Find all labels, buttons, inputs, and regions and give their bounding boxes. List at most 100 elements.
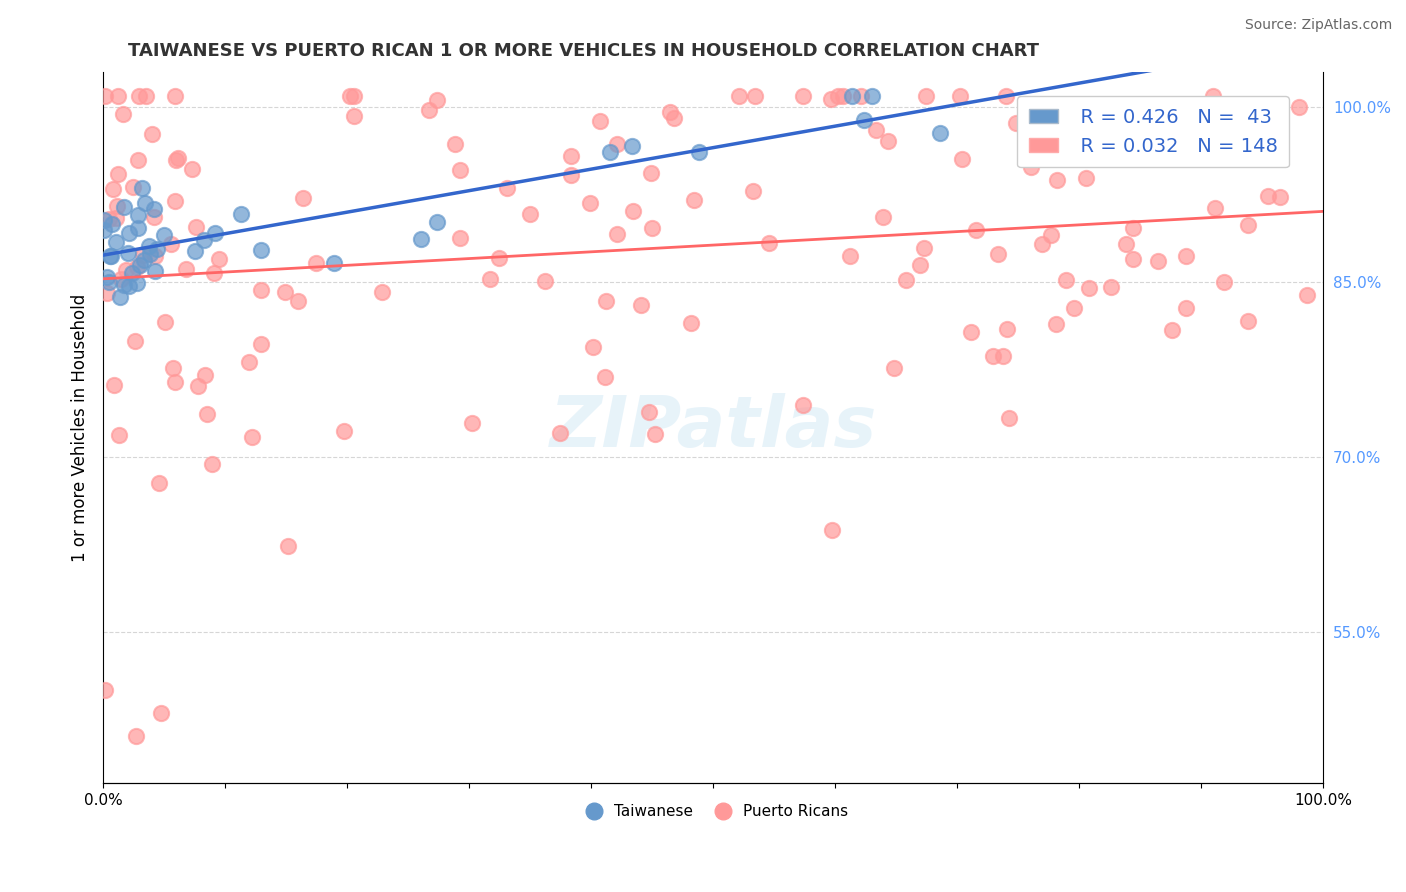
Point [274,285,297,299]
Point [160,237,183,252]
Point [115,263,138,277]
Point [995,88,1018,103]
Point [488,251,510,265]
Point [148,476,170,491]
Point [1046,172,1069,186]
Point [620,139,643,153]
Point [662,112,685,126]
Point [418,103,440,118]
Point [139,246,162,260]
Point [981,349,1004,363]
Point [865,123,887,137]
Point [1175,301,1198,316]
Point [132,248,155,262]
Point [894,273,917,287]
Point [127,153,149,167]
Point [187,378,209,392]
Point [103,378,125,392]
Point [851,88,873,103]
Point [204,227,226,241]
Point [134,253,156,268]
Point [100,249,122,263]
Point [371,285,394,300]
Point [832,88,855,103]
Text: Source: ZipAtlas.com: Source: ZipAtlas.com [1244,18,1392,32]
Point [638,405,661,419]
Point [181,162,204,177]
Point [1063,301,1085,315]
Point [174,262,197,277]
Text: TAIWANESE VS PUERTO RICAN 1 OR MORE VEHICLES IN HOUSEHOLD CORRELATION CHART: TAIWANESE VS PUERTO RICAN 1 OR MORE VEHI… [128,42,1039,60]
Point [163,88,186,103]
Point [118,226,141,240]
Point [339,88,361,103]
Point [1099,280,1122,294]
Point [1296,288,1319,302]
Point [444,137,467,152]
Point [250,243,273,257]
Point [949,88,972,103]
Point [860,88,883,103]
Point [183,244,205,258]
Point [146,243,169,257]
Point [644,426,666,441]
Point [98,249,121,263]
Point [820,92,842,106]
Point [231,207,253,221]
Point [409,232,432,246]
Point [125,730,148,744]
Point [593,370,616,384]
Point [1115,237,1137,252]
Point [1099,116,1122,130]
Text: ZIPatlas: ZIPatlas [550,393,877,462]
Point [127,220,149,235]
Point [426,93,449,107]
Point [496,181,519,195]
Point [1122,221,1144,235]
Point [449,162,471,177]
Point [97,275,120,289]
Point [121,267,143,281]
Point [1122,252,1144,266]
Point [683,194,706,208]
Point [548,426,571,441]
Point [238,355,260,369]
Point [1288,100,1310,114]
Point [1204,201,1226,215]
Point [758,236,780,251]
Point [165,375,187,389]
Point [640,166,662,180]
Point [96,270,118,285]
Point [1257,189,1279,203]
Point [134,195,156,210]
Point [141,127,163,141]
Point [193,233,215,247]
Point [101,217,124,231]
Point [1268,190,1291,204]
Point [839,250,862,264]
Point [138,239,160,253]
Point [124,334,146,348]
Point [579,195,602,210]
Point [122,179,145,194]
Point [630,298,652,312]
Point [94,88,117,103]
Point [184,219,207,234]
Point [965,223,987,237]
Point [117,246,139,260]
Point [112,200,135,214]
Point [143,211,166,225]
Point [641,221,664,235]
Point [1213,275,1236,289]
Point [910,258,932,272]
Point [915,88,938,103]
Point [94,682,117,697]
Point [621,204,644,219]
Point [599,145,621,160]
Point [104,235,127,250]
Point [343,88,366,103]
Point [114,277,136,292]
Point [277,539,299,553]
Point [1202,88,1225,103]
Point [728,88,751,103]
